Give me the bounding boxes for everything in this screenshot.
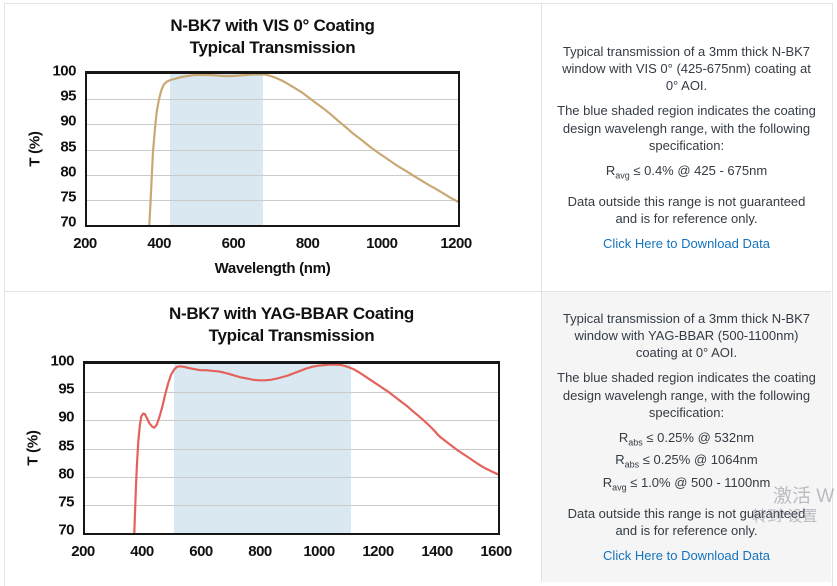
x-tick-label: 400 [147,235,171,252]
vis-chart-title-line2: Typical Transmission [189,38,356,58]
gridline [87,124,458,126]
spec-line: Ravg ≤ 0.4% @ 425 - 675nm [605,162,768,181]
y-tick-label: 70 [60,213,76,231]
y-tick-label: 90 [60,112,76,130]
x-tick-label: 1200 [440,235,472,252]
gridline [87,149,458,151]
yag-chart-cell: N-BK7 with YAG-BBAR Coating Typical Tran… [5,292,541,582]
y-axis-title: T (%) [26,131,44,167]
y-tick-label: 75 [60,188,76,206]
y-tick-label: 90 [58,408,74,426]
y-tick-label: 80 [58,465,74,483]
gridline [85,504,498,506]
yag-chart-plot-area: T (%) 70 75 80 85 90 95 100 200 400 600 800 1000 12… [25,353,513,561]
y-axis-ticks: 70 75 80 85 90 95 100 [42,63,76,231]
vis-chart-title-line1: N-BK7 with VIS 0° Coating [170,16,375,35]
y-axis-title: T (%) [24,430,42,466]
panel-paragraph-band-note: The blue shaded region indicates the coa… [557,370,816,420]
download-data-link[interactable]: Click Here to Download Data [603,235,770,251]
spec-line: Ravg ≤ 1.0% @ 500 - 1100nm [602,475,771,493]
plot-box [85,71,460,227]
x-tick-label: 1200 [362,543,394,560]
gridline [85,392,498,394]
spec-list: Rabs ≤ 0.25% @ 532nm Rabs ≤ 0.25% @ 1064n… [603,429,771,497]
download-data-link[interactable]: Click Here to Download Data [603,547,770,563]
y-tick-label: 95 [60,87,76,105]
gridline [87,99,458,101]
y-tick-label: 70 [58,521,74,539]
y-tick-label: 75 [58,493,74,511]
gridline [85,448,498,450]
panel-paragraph-disclaimer: Data outside this range is not guarantee… [567,505,806,538]
gridline [87,199,458,201]
panel-paragraph-disclaimer: Data outside this range is not guarantee… [567,193,806,226]
y-axis-ticks: 70 75 80 85 90 95 100 [40,353,74,539]
spec-list: Ravg ≤ 0.4% @ 425 - 675nm [606,162,767,185]
yag-info-panel: Typical transmission of a 3mm thick N-BK… [541,292,831,582]
x-axis-ticks: 200 400 600 800 1000 1200 1400 1600 [71,543,512,561]
content-table: N-BK7 with VIS 0° Coating Typical Transm… [4,3,833,586]
y-tick-label: 85 [58,437,74,454]
x-tick-label: 600 [189,543,213,560]
y-tick-label: 95 [58,380,74,398]
x-tick-label: 400 [130,543,154,560]
plot-box [83,361,500,535]
vis-chart-plot-area: T (%) 70 75 80 85 90 95 100 200 400 600 800 1000 12… [27,63,473,278]
x-tick-label: 1600 [480,543,512,560]
vis-info-panel: Typical transmission of a 3mm thick N-BK… [541,4,831,292]
transmission-curve-svg [148,74,458,225]
y-tick-label: 85 [60,138,76,155]
x-tick-label: 1000 [303,543,335,560]
gridline [85,476,498,478]
x-tick-label: 200 [71,543,95,560]
spec-line: Rabs ≤ 0.25% @ 1064nm [615,452,758,471]
x-tick-label: 1400 [421,543,453,560]
y-tick-label: 80 [60,163,76,181]
gridline [85,420,498,422]
y-tick-label: 100 [52,62,76,80]
transmission-curve [133,364,498,533]
x-tick-label: 200 [73,235,97,252]
yag-chart-title-line1: N-BK7 with YAG-BBAR Coating [168,304,415,323]
x-tick-label: 1000 [366,235,398,252]
transmission-curve-svg [133,364,498,533]
x-tick-label: 600 [221,235,246,252]
transmission-curve [148,74,458,225]
panel-paragraph-description: Typical transmission of a 3mm thick N-BK… [562,310,811,361]
panel-paragraph-description: Typical transmission of a 3mm thick N-BK… [562,44,811,94]
x-axis-ticks: 200 400 600 800 1000 1200 [73,235,472,253]
vis-chart-cell: N-BK7 with VIS 0° Coating Typical Transm… [5,4,541,292]
vis-chart-title: N-BK7 with VIS 0° Coating Typical Transm… [85,15,460,60]
spec-line: Rabs ≤ 0.25% @ 532nm [618,429,755,448]
yag-chart-title-line2: Typical Transmission [208,326,375,346]
x-axis-title: Wavelength (nm) [214,260,331,277]
yag-chart-title: N-BK7 with YAG-BBAR Coating Typical Tran… [83,303,500,348]
panel-paragraph-band-note: The blue shaded region indicates the coa… [557,103,816,153]
y-tick-label: 100 [50,352,74,370]
x-tick-label: 800 [295,235,320,252]
gridline [87,174,458,176]
x-tick-label: 800 [248,543,272,560]
